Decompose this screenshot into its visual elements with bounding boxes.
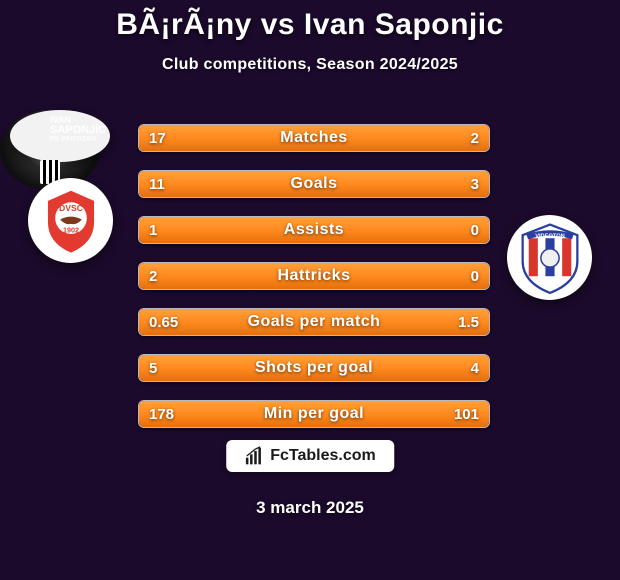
stat-value-right: 1.5 [448, 309, 489, 335]
page-subtitle: Club competitions, Season 2024/2025 [0, 56, 620, 74]
stat-row: Shots per goal5 4 [138, 354, 490, 382]
club-right-label: VIDEOTON [535, 233, 565, 239]
site-badge[interactable]: FcTables.com [226, 440, 394, 472]
footer-date: 3 march 2025 [0, 498, 620, 518]
stat-value-right: 0 [461, 263, 489, 289]
stat-row: Goals11 3 [138, 170, 490, 198]
stat-row: Matches17 2 [138, 124, 490, 152]
stat-row: Assists1 0 [138, 216, 490, 244]
stat-label: Matches [139, 125, 489, 151]
player-right-banner-line2: SAPONJIC [50, 125, 100, 136]
stat-bars: Matches172Goals113Assists10Hattricks20Go… [138, 124, 490, 446]
stat-value-left: 5 [139, 355, 167, 381]
stat-row: Hattricks2 0 [138, 262, 490, 290]
stat-value-left: 2 [139, 263, 167, 289]
stat-label: Goals per match [139, 309, 489, 335]
player-right-banner-line3: FK PARTIZAN [50, 136, 100, 143]
stat-row: Min per goal178 101 [138, 400, 490, 428]
stat-value-right: 2 [461, 125, 489, 151]
club-left-crest: DVSC 1902 [28, 178, 113, 263]
club-left-year: 1902 [63, 225, 79, 234]
page-title: BÃ¡rÃ¡ny vs Ivan Saponjic [0, 0, 620, 42]
stat-label: Min per goal [139, 401, 489, 427]
club-right-crest-icon: VIDEOTON [512, 220, 588, 296]
stat-value-left: 0.65 [139, 309, 188, 335]
stat-row: Goals per match0.65 1.5 [138, 308, 490, 336]
stat-label: Assists [139, 217, 489, 243]
stat-value-left: 1 [139, 217, 167, 243]
site-badge-text: FcTables.com [270, 447, 376, 465]
stat-value-right: 3 [461, 171, 489, 197]
stat-label: Hattricks [139, 263, 489, 289]
chart-icon [244, 446, 264, 466]
stat-value-left: 178 [139, 401, 184, 427]
stat-value-left: 17 [139, 125, 176, 151]
stat-value-right: 0 [461, 217, 489, 243]
club-right-crest: VIDEOTON [507, 215, 592, 300]
comparison-stage: IVAN SAPONJIC FK PARTIZAN DVSC 1902 VIDE… [0, 110, 620, 190]
stat-value-left: 11 [139, 171, 175, 197]
stat-label: Goals [139, 171, 489, 197]
stat-label: Shots per goal [139, 355, 489, 381]
stat-value-right: 4 [461, 355, 489, 381]
stat-value-right: 101 [444, 401, 489, 427]
club-left-label: DVSC [59, 202, 83, 212]
club-left-crest-icon: DVSC 1902 [35, 185, 107, 257]
player-right-banner: IVAN SAPONJIC FK PARTIZAN [50, 116, 100, 143]
